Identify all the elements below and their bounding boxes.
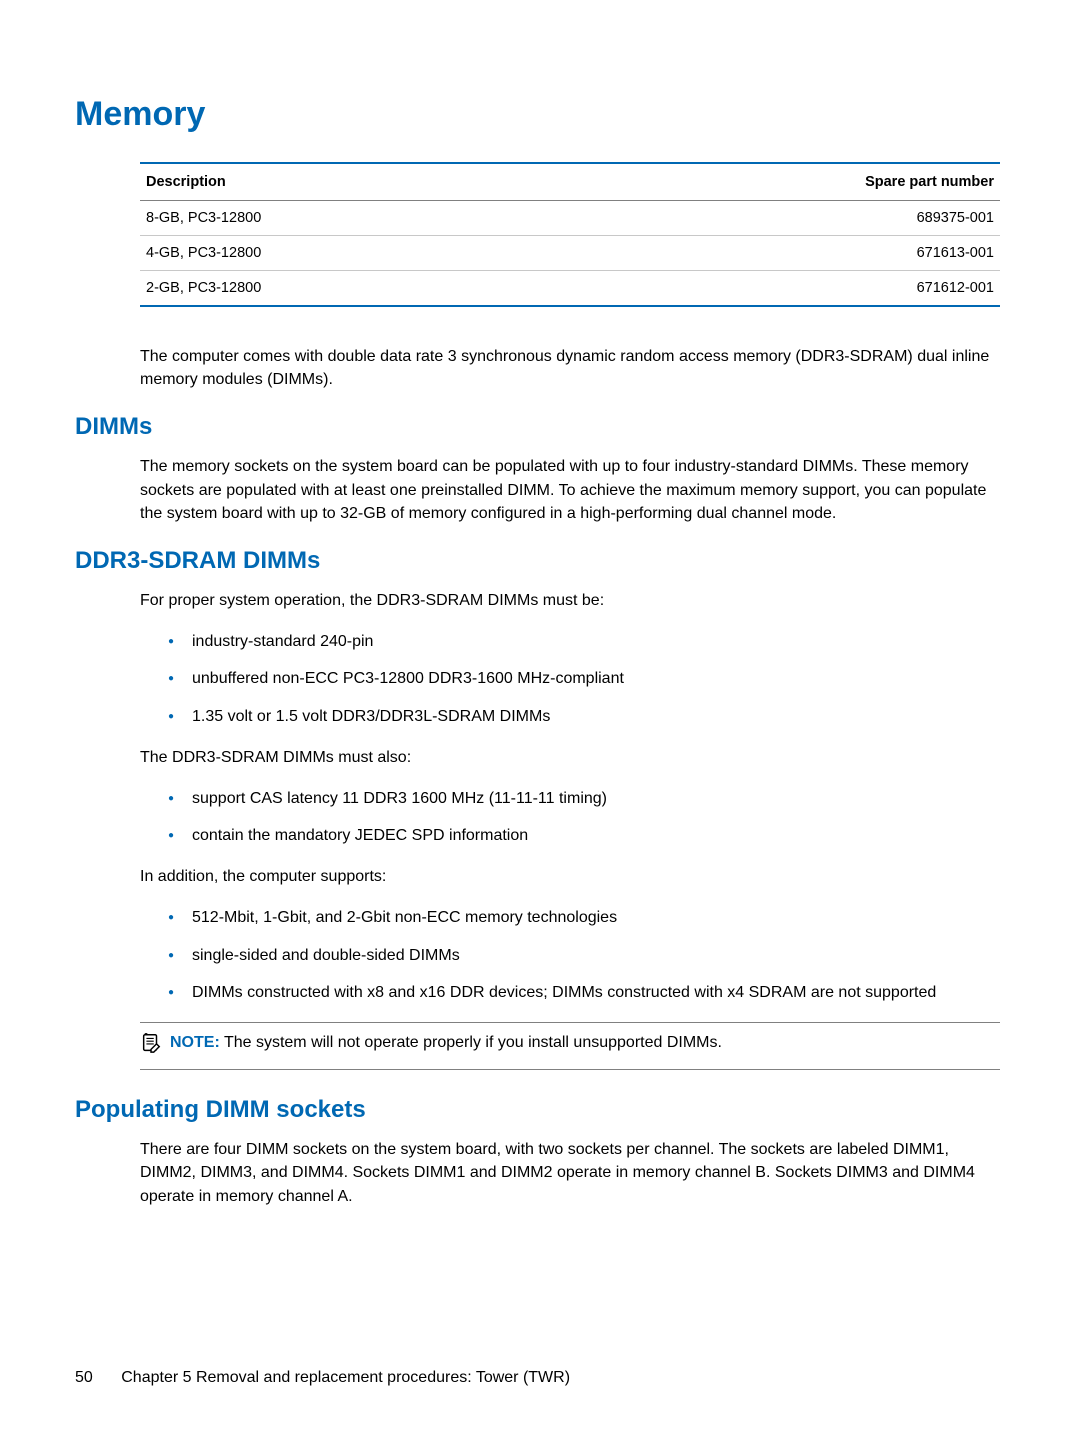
cell-description: 2-GB, PC3-12800	[140, 271, 548, 307]
list-item: 512-Mbit, 1-Gbit, and 2-Gbit non-ECC mem…	[168, 906, 1000, 929]
col-spare-part: Spare part number	[548, 163, 1000, 201]
note-text: NOTE: The system will not operate proper…	[170, 1031, 722, 1054]
page-number: 50	[75, 1369, 93, 1387]
intro-paragraph: The computer comes with double data rate…	[140, 345, 1000, 391]
dimms-paragraph: The memory sockets on the system board c…	[140, 455, 1000, 525]
intro-block: The computer comes with double data rate…	[140, 345, 1000, 391]
list-item: support CAS latency 11 DDR3 1600 MHz (11…	[168, 787, 1000, 810]
list-item: single-sided and double-sided DIMMs	[168, 944, 1000, 967]
heading-ddr3-sdram-dimms: DDR3-SDRAM DIMMs	[75, 547, 1005, 575]
table-row: 4-GB, PC3-12800 671613-001	[140, 236, 1000, 271]
ddr3-block: For proper system operation, the DDR3-SD…	[140, 589, 1000, 1070]
note-body-text: The system will not operate properly if …	[224, 1034, 722, 1051]
populating-paragraph: There are four DIMM sockets on the syste…	[140, 1138, 1000, 1208]
memory-table: Description Spare part number 8-GB, PC3-…	[140, 162, 1000, 307]
table-header-row: Description Spare part number	[140, 163, 1000, 201]
ddr3-list-1: industry-standard 240-pin unbuffered non…	[168, 630, 1000, 728]
table-row: 8-GB, PC3-12800 689375-001	[140, 201, 1000, 236]
cell-description: 4-GB, PC3-12800	[140, 236, 548, 271]
page-footer: 50 Chapter 5 Removal and replacement pro…	[75, 1369, 570, 1387]
table-row: 2-GB, PC3-12800 671612-001	[140, 271, 1000, 307]
note-icon	[140, 1032, 162, 1061]
list-item: contain the mandatory JEDEC SPD informat…	[168, 824, 1000, 847]
note-box: NOTE: The system will not operate proper…	[140, 1022, 1000, 1070]
cell-spare: 671613-001	[548, 236, 1000, 271]
ddr3-intro: For proper system operation, the DDR3-SD…	[140, 589, 1000, 612]
col-description: Description	[140, 163, 548, 201]
ddr3-list-2: support CAS latency 11 DDR3 1600 MHz (11…	[168, 787, 1000, 847]
list-item: 1.35 volt or 1.5 volt DDR3/DDR3L-SDRAM D…	[168, 705, 1000, 728]
list-item: unbuffered non-ECC PC3-12800 DDR3-1600 M…	[168, 667, 1000, 690]
ddr3-also: The DDR3-SDRAM DIMMs must also:	[140, 746, 1000, 769]
cell-spare: 671612-001	[548, 271, 1000, 307]
populating-block: There are four DIMM sockets on the syste…	[140, 1138, 1000, 1208]
dimms-block: The memory sockets on the system board c…	[140, 455, 1000, 525]
memory-table-wrap: Description Spare part number 8-GB, PC3-…	[140, 162, 1000, 307]
chapter-label: Chapter 5 Removal and replacement proced…	[121, 1369, 570, 1386]
ddr3-addition: In addition, the computer supports:	[140, 865, 1000, 888]
cell-description: 8-GB, PC3-12800	[140, 201, 548, 236]
list-item: DIMMs constructed with x8 and x16 DDR de…	[168, 981, 1000, 1004]
heading-dimms: DIMMs	[75, 413, 1005, 441]
page-title: Memory	[75, 95, 1005, 134]
note-label: NOTE:	[170, 1034, 220, 1051]
ddr3-list-3: 512-Mbit, 1-Gbit, and 2-Gbit non-ECC mem…	[168, 906, 1000, 1004]
heading-populating-dimm-sockets: Populating DIMM sockets	[75, 1096, 1005, 1124]
list-item: industry-standard 240-pin	[168, 630, 1000, 653]
cell-spare: 689375-001	[548, 201, 1000, 236]
